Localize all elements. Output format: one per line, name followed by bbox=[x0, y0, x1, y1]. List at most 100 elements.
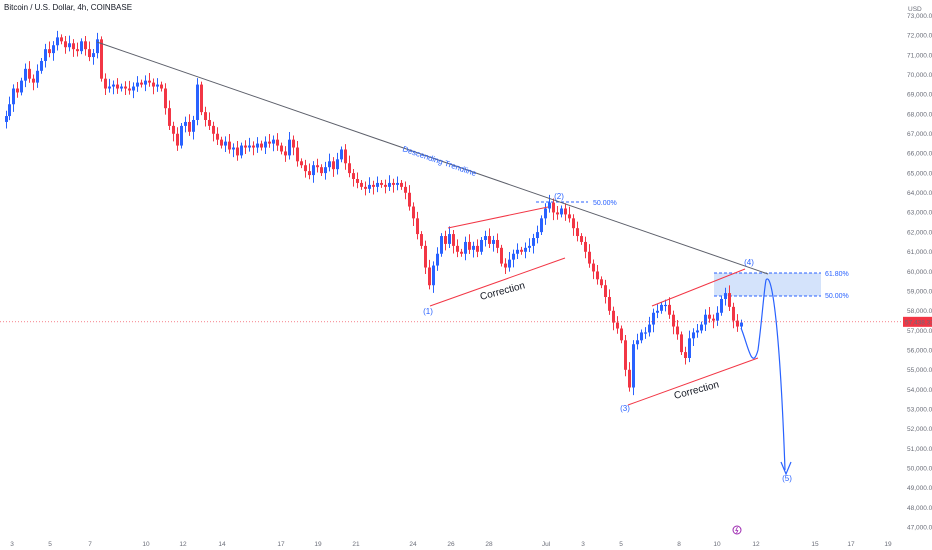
candle-body bbox=[640, 332, 643, 341]
candle-body bbox=[320, 167, 323, 174]
y-tick-label: 58,000.00 bbox=[907, 308, 932, 315]
wave-label: (1) bbox=[423, 307, 433, 316]
correction-label-2: Correction bbox=[673, 379, 720, 402]
candle-body bbox=[244, 145, 247, 148]
candle-body bbox=[140, 82, 143, 85]
candle-body bbox=[56, 37, 59, 46]
y-tick-label: 59,000.00 bbox=[907, 288, 932, 295]
candle-body bbox=[92, 53, 95, 58]
candle-body bbox=[228, 141, 231, 150]
candle-body bbox=[276, 139, 279, 146]
candle-body bbox=[704, 314, 707, 325]
y-tick-label: 73,000.00 bbox=[907, 13, 932, 20]
last-price-label: 57,438.33 bbox=[905, 319, 932, 326]
candle-body bbox=[100, 39, 103, 79]
candle-body bbox=[592, 263, 595, 272]
candle-body bbox=[128, 88, 131, 91]
candle-body bbox=[208, 119, 211, 126]
candle-body bbox=[480, 239, 483, 252]
wave-label: (2) bbox=[554, 192, 564, 201]
candle-body bbox=[544, 208, 547, 219]
annotations: Descending Trendline Correction Correction… bbox=[96, 41, 792, 535]
candle-body bbox=[532, 238, 535, 246]
candle-body bbox=[324, 167, 327, 174]
x-tick-label: Jul bbox=[542, 541, 551, 548]
x-tick-label: 19 bbox=[314, 541, 322, 548]
projection-path bbox=[740, 278, 786, 471]
y-tick-label: 70,000.00 bbox=[907, 72, 932, 79]
event-icon-bolt bbox=[735, 526, 739, 534]
x-tick-label: 14 bbox=[218, 541, 226, 548]
candle-body bbox=[576, 228, 579, 237]
candle-body bbox=[552, 202, 555, 213]
candle-body bbox=[328, 161, 331, 168]
descending-trendline bbox=[96, 41, 769, 275]
candle-body bbox=[212, 125, 215, 134]
candle-body bbox=[68, 43, 71, 48]
candle-body bbox=[712, 318, 715, 321]
x-tick-label: 5 bbox=[48, 541, 52, 548]
candle-body bbox=[572, 218, 575, 229]
candle-body bbox=[540, 218, 543, 233]
candle-body bbox=[688, 338, 691, 358]
y-tick-label: 57,000.00 bbox=[907, 328, 932, 335]
candle-body bbox=[280, 145, 283, 152]
candle-body bbox=[724, 293, 727, 299]
candle-body bbox=[272, 139, 275, 144]
candle-body bbox=[160, 84, 163, 89]
candle-body bbox=[84, 41, 87, 50]
candle-body bbox=[24, 68, 27, 81]
y-tick-label: 67,000.00 bbox=[907, 131, 932, 138]
y-tick-label: 69,000.00 bbox=[907, 92, 932, 99]
candle-body bbox=[624, 340, 627, 370]
candle-body bbox=[580, 236, 583, 242]
candle-body bbox=[156, 84, 159, 87]
y-tick-label: 66,000.00 bbox=[907, 151, 932, 158]
candle-body bbox=[720, 298, 723, 313]
wave-label: (5) bbox=[782, 474, 792, 483]
fib-label-618: 61.80% bbox=[825, 271, 849, 278]
price-marker: 57,438.33 bbox=[0, 316, 932, 327]
x-tick-label: 8 bbox=[677, 541, 681, 548]
candle-body bbox=[668, 304, 671, 315]
wave-label: (3) bbox=[620, 404, 630, 413]
candle-body bbox=[152, 82, 155, 87]
candle-body bbox=[292, 139, 295, 148]
candle-body bbox=[516, 249, 519, 254]
candle-body bbox=[5, 116, 8, 122]
y-axis-ticks: 47,000.00 48,000.00 49,000.00 50,000.00 51,0… bbox=[907, 6, 932, 531]
candle-body bbox=[708, 314, 711, 319]
candle-body bbox=[560, 208, 563, 215]
candle-body bbox=[264, 141, 267, 148]
y-tick-label: 56,000.00 bbox=[907, 347, 932, 354]
x-axis-ticks: 3 5 7 10 12 14 17 19 21 24 26 28 Jul 3 5 8 10 12 15 17 19 bbox=[10, 541, 892, 548]
candle-body bbox=[352, 173, 355, 179]
candle-body bbox=[196, 84, 199, 120]
candle-body bbox=[336, 159, 339, 170]
candle-body bbox=[44, 49, 47, 61]
y-tick-label: 68,000.00 bbox=[907, 111, 932, 118]
candle-body bbox=[108, 86, 111, 89]
y-tick-label: 71,000.00 bbox=[907, 52, 932, 59]
candle-body bbox=[60, 37, 63, 42]
candle-body bbox=[124, 86, 127, 89]
candle-body bbox=[16, 88, 19, 93]
candle-body bbox=[176, 133, 179, 146]
candle-body bbox=[740, 322, 743, 327]
candle-body bbox=[564, 208, 567, 215]
candle-body bbox=[432, 265, 435, 286]
y-tick-label: 47,000.00 bbox=[907, 524, 932, 531]
channel-lower-2 bbox=[627, 357, 759, 406]
candle-body bbox=[412, 206, 415, 219]
candle-body bbox=[568, 214, 571, 219]
y-tick-label: 61,000.00 bbox=[907, 249, 932, 256]
candle-body bbox=[644, 332, 647, 334]
candle-body bbox=[312, 165, 315, 176]
candle-body bbox=[608, 297, 611, 311]
candle-body bbox=[732, 306, 735, 321]
candle-body bbox=[520, 249, 523, 252]
last-price-tag bbox=[903, 316, 932, 327]
candle-body bbox=[260, 143, 263, 148]
candle-body bbox=[504, 263, 507, 268]
